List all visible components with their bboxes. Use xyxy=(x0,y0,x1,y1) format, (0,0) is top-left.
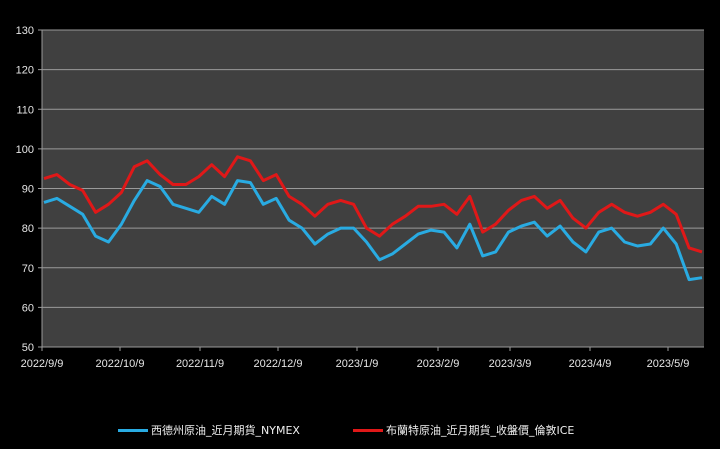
legend-item-wti: 西德州原油_近月期貨_NYMEX xyxy=(118,422,300,438)
series-wti-line xyxy=(43,179,703,282)
x-tick-label: 2023/3/9 xyxy=(489,358,532,370)
y-tick-label: 90 xyxy=(22,184,34,196)
legend-line-brent-icon xyxy=(353,428,383,432)
legend-item-brent: 布蘭特原油_近月期貨_收盤價_倫敦ICE xyxy=(353,422,574,438)
x-tick-label: 2023/1/9 xyxy=(336,358,379,370)
legend: 西德州原油_近月期貨_NYMEX 布蘭特原油_近月期貨_收盤價_倫敦ICE xyxy=(0,422,720,442)
x-tick-label: 2023/5/9 xyxy=(647,358,690,370)
x-tick-label: 2022/11/9 xyxy=(176,358,224,370)
y-tick-label: 120 xyxy=(16,65,34,77)
x-tick-label: 2023/2/9 xyxy=(417,358,460,370)
legend-line-wti-icon xyxy=(118,428,148,432)
y-tick-label: 70 xyxy=(22,263,34,275)
y-axis: 50 60 70 80 90 100 110 120 130 xyxy=(16,25,42,354)
x-tick-label: 2022/12/9 xyxy=(254,358,303,370)
line-chart: 50 60 70 80 90 100 110 120 130 2022/9/9 2022/10/9… xyxy=(16,25,704,370)
x-tick-label: 2022/9/9 xyxy=(21,358,64,370)
x-axis: 2022/9/9 2022/10/9 2022/11/9 2022/12/9 2023/… xyxy=(21,347,690,370)
y-tick-label: 110 xyxy=(16,104,34,116)
x-tick-label: 2023/4/9 xyxy=(569,358,612,370)
x-tick-label: 2022/10/9 xyxy=(96,358,145,370)
y-tick-label: 50 xyxy=(22,342,34,354)
legend-label-brent: 布蘭特原油_近月期貨_收盤價_倫敦ICE xyxy=(386,424,575,437)
legend-label-wti: 西德州原油_近月期貨_NYMEX xyxy=(151,424,300,437)
y-tick-label: 60 xyxy=(22,302,34,314)
y-tick-label: 100 xyxy=(16,144,34,156)
y-tick-label: 130 xyxy=(16,25,34,37)
series-lines xyxy=(43,155,703,282)
y-tick-label: 80 xyxy=(22,223,34,235)
series-brent-line xyxy=(43,155,703,254)
